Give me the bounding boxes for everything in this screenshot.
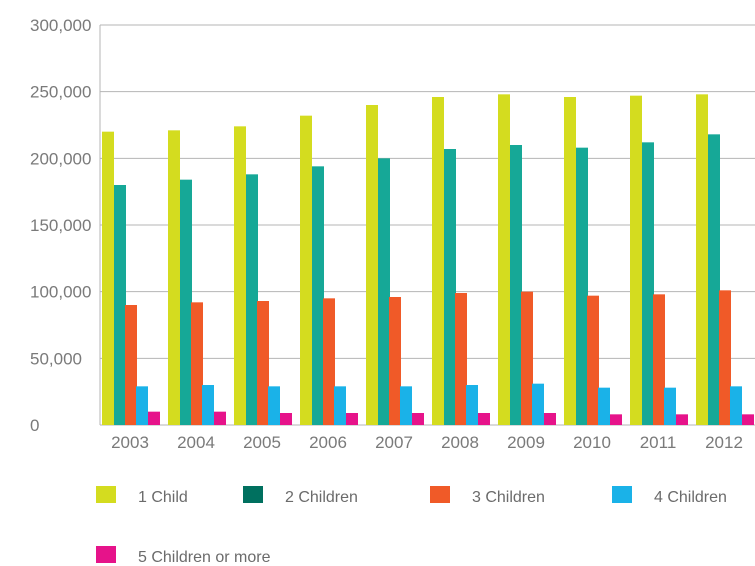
bar-3-children-2008 [455, 293, 467, 425]
legend-swatch [96, 486, 116, 503]
legend-swatch [243, 486, 263, 503]
bar-2-children-2011 [642, 142, 654, 426]
bar-4-children-2005 [268, 386, 280, 425]
y-tick-label: 100,000 [30, 283, 91, 302]
legend-label: 4 Children [654, 489, 727, 506]
bar-4-children-2009 [532, 383, 544, 425]
bar-1-child-2012 [696, 94, 708, 425]
bar-5-children-or-more-2010 [610, 414, 622, 425]
bar-2-children-2008 [444, 149, 456, 425]
bar-3-children-2003 [125, 305, 137, 425]
bar-2-children-2009 [510, 145, 522, 425]
bar-1-child-2005 [234, 126, 246, 425]
legend-item: 2 Children [243, 486, 358, 506]
bar-4-children-2007 [400, 386, 412, 425]
bar-4-children-2010 [598, 387, 610, 425]
bar-2-children-2007 [378, 158, 390, 426]
bar-3-children-2006 [323, 298, 335, 425]
bar-5-children-or-more-2006 [346, 413, 358, 425]
x-tick-label: 2006 [309, 433, 347, 452]
bar-3-children-2004 [191, 302, 203, 425]
bar-5-children-or-more-2003 [148, 411, 160, 425]
legend-label: 1 Child [138, 489, 188, 506]
y-tick-label: 50,000 [30, 349, 82, 368]
bar-2-children-2010 [576, 147, 588, 425]
bar-3-children-2007 [389, 297, 401, 425]
bar-4-children-2003 [136, 386, 148, 425]
bar-4-children-2011 [664, 387, 676, 425]
legend-swatch [612, 486, 632, 503]
bar-3-children-2010 [587, 295, 599, 425]
x-tick-label: 2008 [441, 433, 479, 452]
legend-item: 3 Children [430, 486, 545, 506]
bar-1-child-2004 [168, 130, 180, 426]
legend-label: 3 Children [472, 489, 545, 506]
bar-1-child-2007 [366, 105, 378, 425]
bar-3-children-2012 [719, 290, 731, 425]
bar-3-children-2011 [653, 294, 665, 425]
bar-1-child-2008 [432, 97, 444, 425]
bar-1-child-2006 [300, 115, 312, 426]
x-tick-label: 2010 [573, 433, 611, 452]
bar-3-children-2005 [257, 301, 269, 425]
bar-2-children-2003 [114, 185, 126, 425]
bar-1-child-2011 [630, 95, 642, 426]
x-tick-label: 2005 [243, 433, 281, 452]
legend-swatch [430, 486, 450, 503]
y-tick-label: 300,000 [30, 16, 91, 35]
x-tick-label: 2004 [177, 433, 215, 452]
bar-5-children-or-more-2007 [412, 413, 424, 425]
bar-3-children-2009 [521, 291, 533, 425]
bar-5-children-or-more-2011 [676, 414, 688, 425]
bar-5-children-or-more-2004 [214, 411, 226, 425]
bar-4-children-2008 [466, 385, 478, 425]
bar-5-children-or-more-2005 [280, 413, 292, 425]
bar-5-children-or-more-2009 [544, 413, 556, 425]
legend: 1 Child 2 Children 3 Children 4 Children 5 C… [96, 486, 727, 566]
bar-2-children-2004 [180, 179, 192, 425]
bar-1-child-2009 [498, 94, 510, 425]
x-axis-ticks: 2003 2004 2005 2006 2007 2008 2009 2010 2011 2012 [111, 433, 743, 452]
y-tick-label: 250,000 [30, 83, 91, 102]
gridlines [99, 24, 755, 426]
bar-2-children-2006 [312, 166, 324, 426]
bar-5-children-or-more-2008 [478, 413, 490, 425]
y-axis-ticks: 0 50,000 100,000 150,000 200,000 250,000 300,0… [30, 16, 91, 435]
y-tick-label: 0 [30, 416, 39, 435]
bars [102, 94, 754, 426]
legend-label: 5 Children or more [138, 549, 271, 566]
x-tick-label: 2007 [375, 433, 413, 452]
x-tick-label: 2012 [705, 433, 743, 452]
bar-5-children-or-more-2012 [742, 414, 754, 425]
y-tick-label: 150,000 [30, 216, 91, 235]
bar-2-children-2012 [708, 134, 720, 426]
legend-item: 4 Children [612, 486, 727, 506]
bar-1-child-2003 [102, 131, 114, 425]
bar-1-child-2010 [564, 97, 576, 425]
x-tick-label: 2009 [507, 433, 545, 452]
x-tick-label: 2003 [111, 433, 149, 452]
bar-2-children-2005 [246, 174, 258, 425]
x-tick-label: 2011 [640, 433, 677, 452]
legend-item: 1 Child [96, 486, 188, 506]
legend-item: 5 Children or more [96, 546, 271, 566]
bar-4-children-2006 [334, 386, 346, 425]
legend-swatch [96, 546, 116, 563]
bar-4-children-2004 [202, 385, 214, 425]
y-tick-label: 200,000 [30, 149, 91, 168]
legend-label: 2 Children [285, 489, 358, 506]
bar-4-children-2012 [730, 386, 742, 425]
